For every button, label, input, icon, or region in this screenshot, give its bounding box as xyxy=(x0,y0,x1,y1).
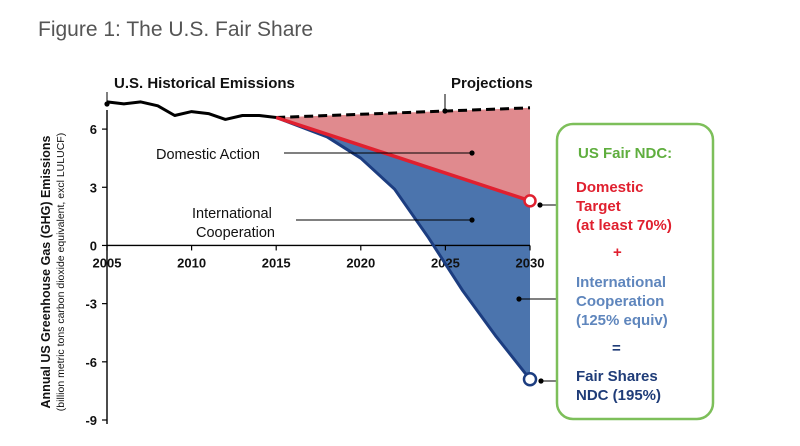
y-tick-label: -9 xyxy=(85,413,97,428)
ndc-equals: = xyxy=(612,340,621,357)
ndc-fair-line2: NDC (195%) xyxy=(576,387,661,404)
domestic-action-leader-dot xyxy=(469,150,475,156)
historical-emissions-line xyxy=(106,100,277,121)
international-label-line2: Cooperation xyxy=(196,225,275,241)
y-tick-label: -3 xyxy=(85,297,97,312)
figure-title: Figure 1: The U.S. Fair Share xyxy=(38,18,314,41)
ndc-domestic-line1: Domestic xyxy=(576,179,644,196)
projections-line xyxy=(276,106,531,119)
series-lines xyxy=(106,100,538,387)
x-tick-label: 2020 xyxy=(346,255,375,270)
ndc-domestic-line2: Target xyxy=(576,198,621,215)
international-cooperation-area xyxy=(276,117,530,380)
ndc-domestic-leader-dot xyxy=(537,202,543,208)
ndc-plus: + xyxy=(613,244,622,261)
y-axis-sublabel: (billion metric tons carbon dioxide equi… xyxy=(55,133,67,411)
international-cooperation-line xyxy=(275,116,532,381)
projections-label: Projections xyxy=(451,75,533,92)
y-tick-label: -6 xyxy=(85,355,97,370)
y-axis-label: Annual US Greenhouse Gas (GHG) Emissions xyxy=(39,135,53,408)
domestic-action-area xyxy=(276,107,530,201)
ndc-box: US Fair NDC: Domestic Target (at least 7… xyxy=(555,122,715,421)
ndc-international-line3: (125% equiv) xyxy=(576,312,668,329)
domestic-action-line xyxy=(275,115,531,203)
international-label-line1: International xyxy=(192,206,272,222)
ndc-title: US Fair NDC: xyxy=(578,145,672,162)
x-tick-label: 2015 xyxy=(262,255,291,270)
ndc-international-line1: International xyxy=(576,274,666,291)
x-tick-label: 2010 xyxy=(177,255,206,270)
domestic-target-marker xyxy=(523,194,537,208)
ndc-fair-leader-dot xyxy=(538,378,544,384)
x-tick-label: 2030 xyxy=(516,255,545,270)
area-fills xyxy=(276,107,530,380)
ndc-international-leader-dot xyxy=(516,296,522,302)
international-leader-dot xyxy=(469,217,475,223)
ndc-fair-line1: Fair Shares xyxy=(576,368,658,385)
x-tick-label: 2005 xyxy=(93,255,122,270)
historical-label: U.S. Historical Emissions xyxy=(114,75,295,92)
y-tick-label: 6 xyxy=(90,122,97,137)
historical-leader-dot xyxy=(104,101,110,107)
ndc-box-border xyxy=(555,122,715,421)
ndc-international-line2: Cooperation xyxy=(576,293,664,310)
annotations xyxy=(104,92,572,384)
domestic-action-label: Domestic Action xyxy=(156,147,260,163)
fair-shares-marker xyxy=(522,372,538,387)
y-tick-label: 0 xyxy=(90,238,97,253)
ndc-domestic-line3: (at least 70%) xyxy=(576,217,672,234)
y-tick-label: 3 xyxy=(90,180,97,195)
projections-leader-dot xyxy=(442,108,448,114)
